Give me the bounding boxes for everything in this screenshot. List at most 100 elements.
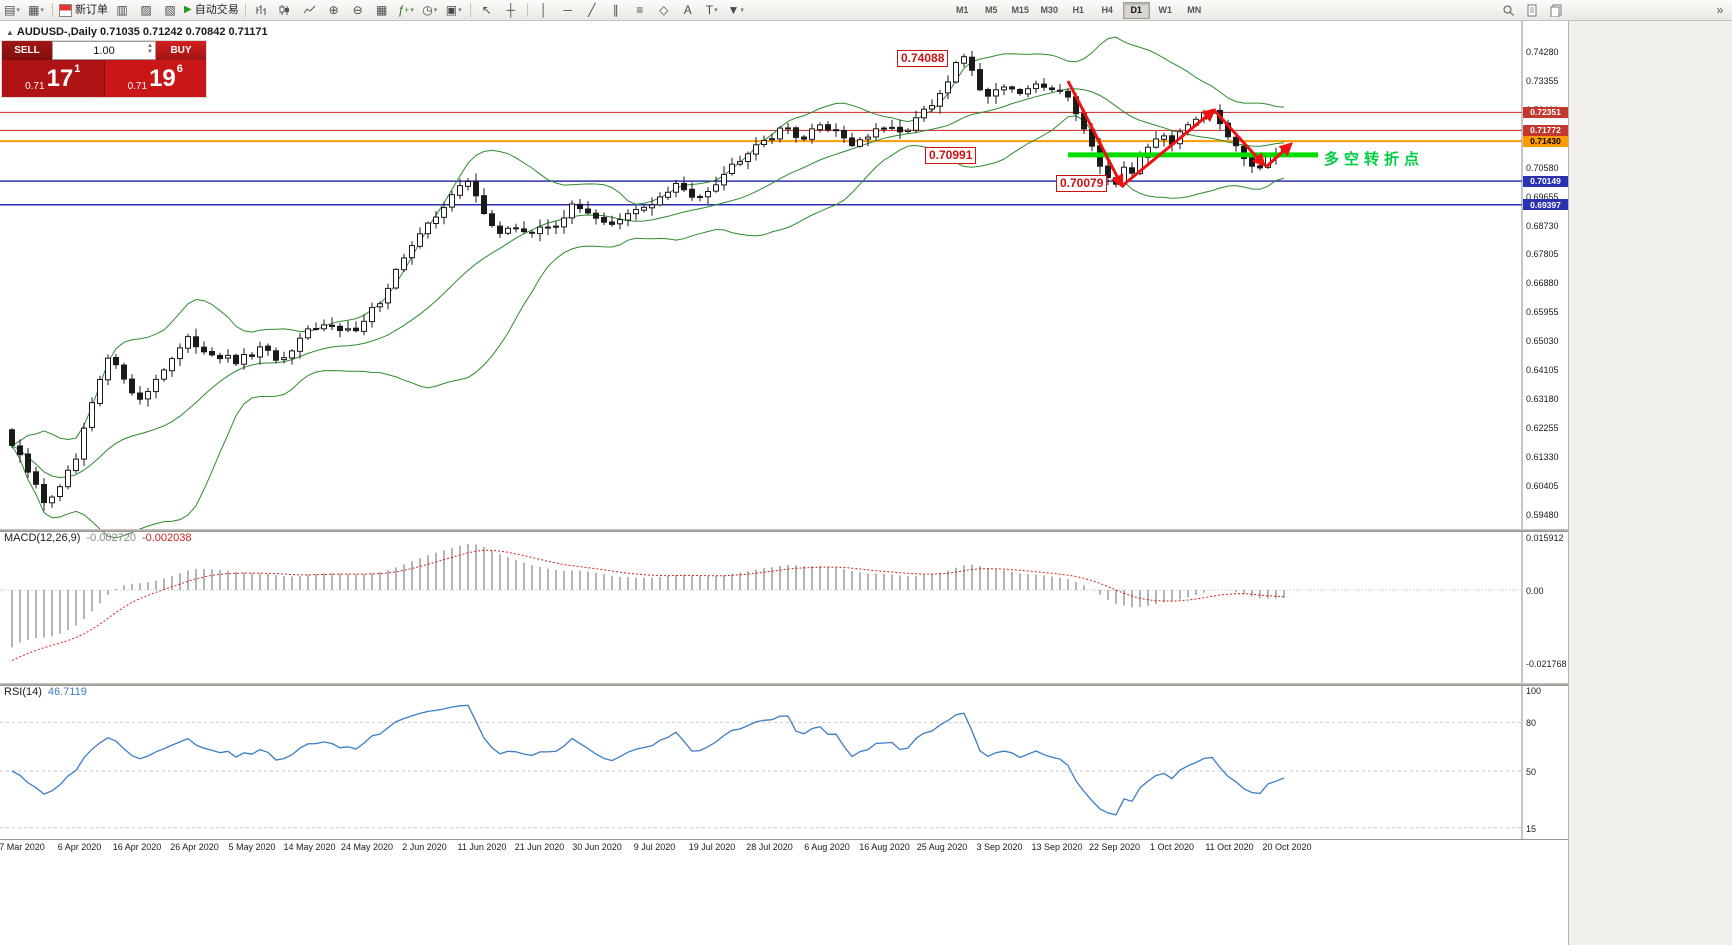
buy-price-prefix: 0.71 — [127, 81, 148, 92]
autotrade-button[interactable]: ▶ 自动交易 — [183, 2, 240, 18]
document-stack-icon[interactable] — [1545, 2, 1567, 18]
fibonacci-icon[interactable]: ≡ — [636, 3, 644, 17]
zoom-in-icon[interactable]: ⊕ — [328, 3, 339, 17]
templates-icon[interactable]: ▣ ▾ — [445, 3, 462, 17]
volume-stepper[interactable]: ▲ ▼ — [147, 43, 153, 55]
price-axis-label: 0.65030 — [1526, 336, 1559, 347]
crosshair-icon[interactable]: ┼ — [506, 3, 515, 17]
price-annotation: 0.74088 — [897, 50, 949, 67]
sell-button[interactable]: SELL — [2, 41, 52, 60]
document-icon[interactable] — [1521, 2, 1543, 18]
sell-price-panel[interactable]: 0.71 17 1 — [2, 60, 104, 97]
timeframe-h4[interactable]: H4 — [1101, 5, 1113, 15]
toolbar-overflow-icon[interactable]: » — [1716, 3, 1724, 17]
rsi-name: RSI(14) — [4, 686, 42, 698]
text-icon[interactable]: A — [683, 3, 692, 17]
buy-button[interactable]: BUY — [156, 41, 206, 60]
indicators-icon[interactable]: ƒ + ▾ — [397, 3, 414, 17]
date-axis-separator — [0, 839, 1568, 840]
macd-axis-label: 0.015912 — [1526, 532, 1564, 543]
cursor-icon[interactable]: ↖ — [481, 3, 492, 17]
buy-price-panel[interactable]: 0.71 19 6 — [103, 60, 206, 97]
arrows-icon[interactable]: ▼ ▾ — [727, 3, 744, 17]
date-axis-label: 19 Jul 2020 — [688, 842, 736, 852]
one-click-trading-panel: SELL 1.00 ▲ ▼ BUY 0.71 17 1 0.71 19 6 — [2, 41, 206, 97]
search-icon[interactable] — [1497, 2, 1519, 18]
macd-axis-label: -0.021768 — [1526, 658, 1567, 669]
timeframe-m5[interactable]: M5 — [984, 5, 998, 15]
market-watch-icon[interactable]: ▥ — [116, 3, 128, 17]
vertical-line-icon[interactable]: │ — [539, 3, 548, 17]
timeframe-m1[interactable]: M1 — [955, 5, 969, 15]
date-axis-label: 26 Apr 2020 — [170, 842, 219, 852]
line-chart-icon[interactable] — [299, 2, 321, 18]
macd-indicator-label: MACD(12,26,9) -0.002720 -0.002038 — [4, 532, 192, 544]
date-axis-label: 11 Jun 2020 — [457, 842, 507, 852]
date-axis-label: 16 Aug 2020 — [859, 842, 910, 852]
chart-note-text: 多空转折点 — [1324, 151, 1425, 168]
date-axis-label: 7 Mar 2020 — [0, 842, 45, 852]
price-annotation: 0.70079 — [1056, 175, 1108, 192]
chart-canvas[interactable] — [0, 20, 1568, 945]
price-axis-label: 0.65955 — [1526, 307, 1559, 318]
symbol-ohlc-text: AUDUSD-,Daily 0.71035 0.71242 0.70842 0.… — [16, 26, 268, 38]
panel-splitter[interactable] — [0, 529, 1568, 532]
trendline-icon[interactable]: ╱ — [588, 3, 596, 17]
date-axis-label: 11 Oct 2020 — [1205, 842, 1254, 852]
toolbar: ▤ ▾ ▦ ▾ 新订单 ▥ ▨ ▧ ▶ 自动交易 ⊕ ⊖ ▦ ƒ + ▾ ◷ ▾ ▣ ▾ ↖ — [0, 0, 1732, 21]
tile-windows-icon[interactable]: ▦ — [376, 3, 388, 17]
date-axis-label: 1 Oct 2020 — [1149, 842, 1195, 852]
timeframe-w1[interactable]: W1 — [1158, 5, 1172, 15]
data-window-icon[interactable]: ▨ — [140, 3, 152, 17]
panel-splitter[interactable] — [0, 683, 1568, 686]
date-axis-label: 16 Apr 2020 — [112, 842, 162, 852]
price-axis-label: 0.64105 — [1526, 365, 1559, 376]
horizontal-line-icon[interactable]: ─ — [563, 3, 572, 17]
new-chart-icon[interactable]: ▤ ▾ — [4, 3, 20, 17]
candlestick-chart-icon[interactable] — [275, 2, 297, 18]
new-order-button[interactable]: 新订单 — [58, 2, 109, 18]
date-axis-label: 5 May 2020 — [228, 842, 276, 852]
date-axis-label: 2 Jun 2020 — [402, 842, 447, 852]
date-axis-label: 3 Sep 2020 — [976, 842, 1023, 852]
price-line-tag: 0.71772 — [1523, 124, 1568, 136]
price-axis-label: 0.73355 — [1526, 75, 1559, 86]
macd-signal-value: -0.002038 — [141, 532, 192, 544]
channel-icon[interactable]: ∥ — [612, 3, 619, 17]
date-axis-label: 20 Oct 2020 — [1262, 842, 1312, 852]
new-order-icon — [59, 3, 72, 17]
sell-price-big: 17 — [46, 64, 74, 92]
navigator-icon[interactable]: ▧ — [164, 3, 176, 17]
shapes-icon[interactable]: ◇ — [659, 3, 669, 17]
price-axis-label: 0.60405 — [1526, 480, 1559, 491]
timeframe-m30[interactable]: M30 — [1040, 5, 1058, 15]
price-axis-label: 0.68730 — [1526, 220, 1559, 231]
autotrade-label: 自动交易 — [194, 3, 239, 16]
date-axis-label: 14 May 2020 — [283, 842, 336, 852]
timeframe-h1[interactable]: H1 — [1072, 5, 1084, 15]
toolbar-separator — [526, 3, 528, 17]
macd-name: MACD(12,26,9) — [4, 532, 81, 544]
price-line-tag: 0.69397 — [1523, 199, 1568, 211]
profiles-icon[interactable]: ▦ ▾ — [28, 3, 44, 17]
buy-price-pip: 6 — [176, 63, 183, 75]
zoom-out-icon[interactable]: ⊖ — [352, 3, 363, 17]
rsi-indicator-label: RSI(14) 46.7119 — [4, 686, 87, 698]
volume-input[interactable]: 1.00 ▲ ▼ — [52, 41, 156, 60]
macd-main-value: -0.002720 — [86, 532, 136, 544]
price-axis-label: 0.59480 — [1526, 509, 1559, 520]
price-axis-label: 0.62255 — [1526, 423, 1559, 434]
periods-icon[interactable]: ◷ ▾ — [422, 3, 438, 17]
stepper-up-icon[interactable]: ▲ — [147, 43, 153, 49]
toolbar-separator — [469, 3, 471, 17]
date-axis-label: 13 Sep 2020 — [1031, 842, 1083, 852]
timeframe-m15[interactable]: M15 — [1011, 5, 1029, 15]
one-click-collapse-icon[interactable]: ▲ — [6, 28, 14, 37]
toolbar-right-group: » — [1496, 2, 1732, 18]
timeframe-mn[interactable]: MN — [1187, 5, 1202, 15]
text-label-icon[interactable]: T ▾ — [705, 3, 718, 17]
bar-chart-icon[interactable] — [251, 2, 273, 18]
timeframe-d1[interactable]: D1 — [1122, 1, 1150, 19]
stepper-down-icon[interactable]: ▼ — [147, 49, 153, 55]
